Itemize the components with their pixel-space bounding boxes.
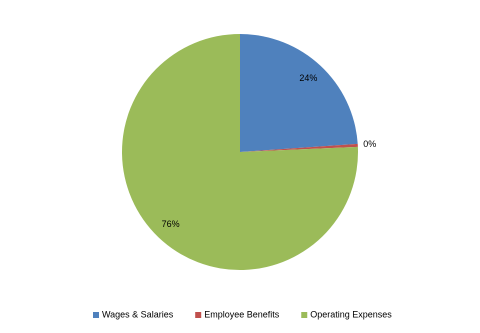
pie-slice xyxy=(240,143,358,152)
legend-swatch xyxy=(93,312,99,318)
data-label: 76% xyxy=(162,219,180,229)
legend-label: Employee Benefits xyxy=(204,309,280,319)
pie-slice xyxy=(122,33,358,270)
data-label: 24% xyxy=(299,73,317,83)
legend-swatch xyxy=(301,312,308,318)
legend-label: Operating Expenses xyxy=(310,309,392,319)
legend-label: Wages & Salaries xyxy=(102,309,174,319)
legend-swatch xyxy=(195,312,202,318)
pie-slice xyxy=(240,34,358,152)
data-label: 0% xyxy=(363,139,376,149)
